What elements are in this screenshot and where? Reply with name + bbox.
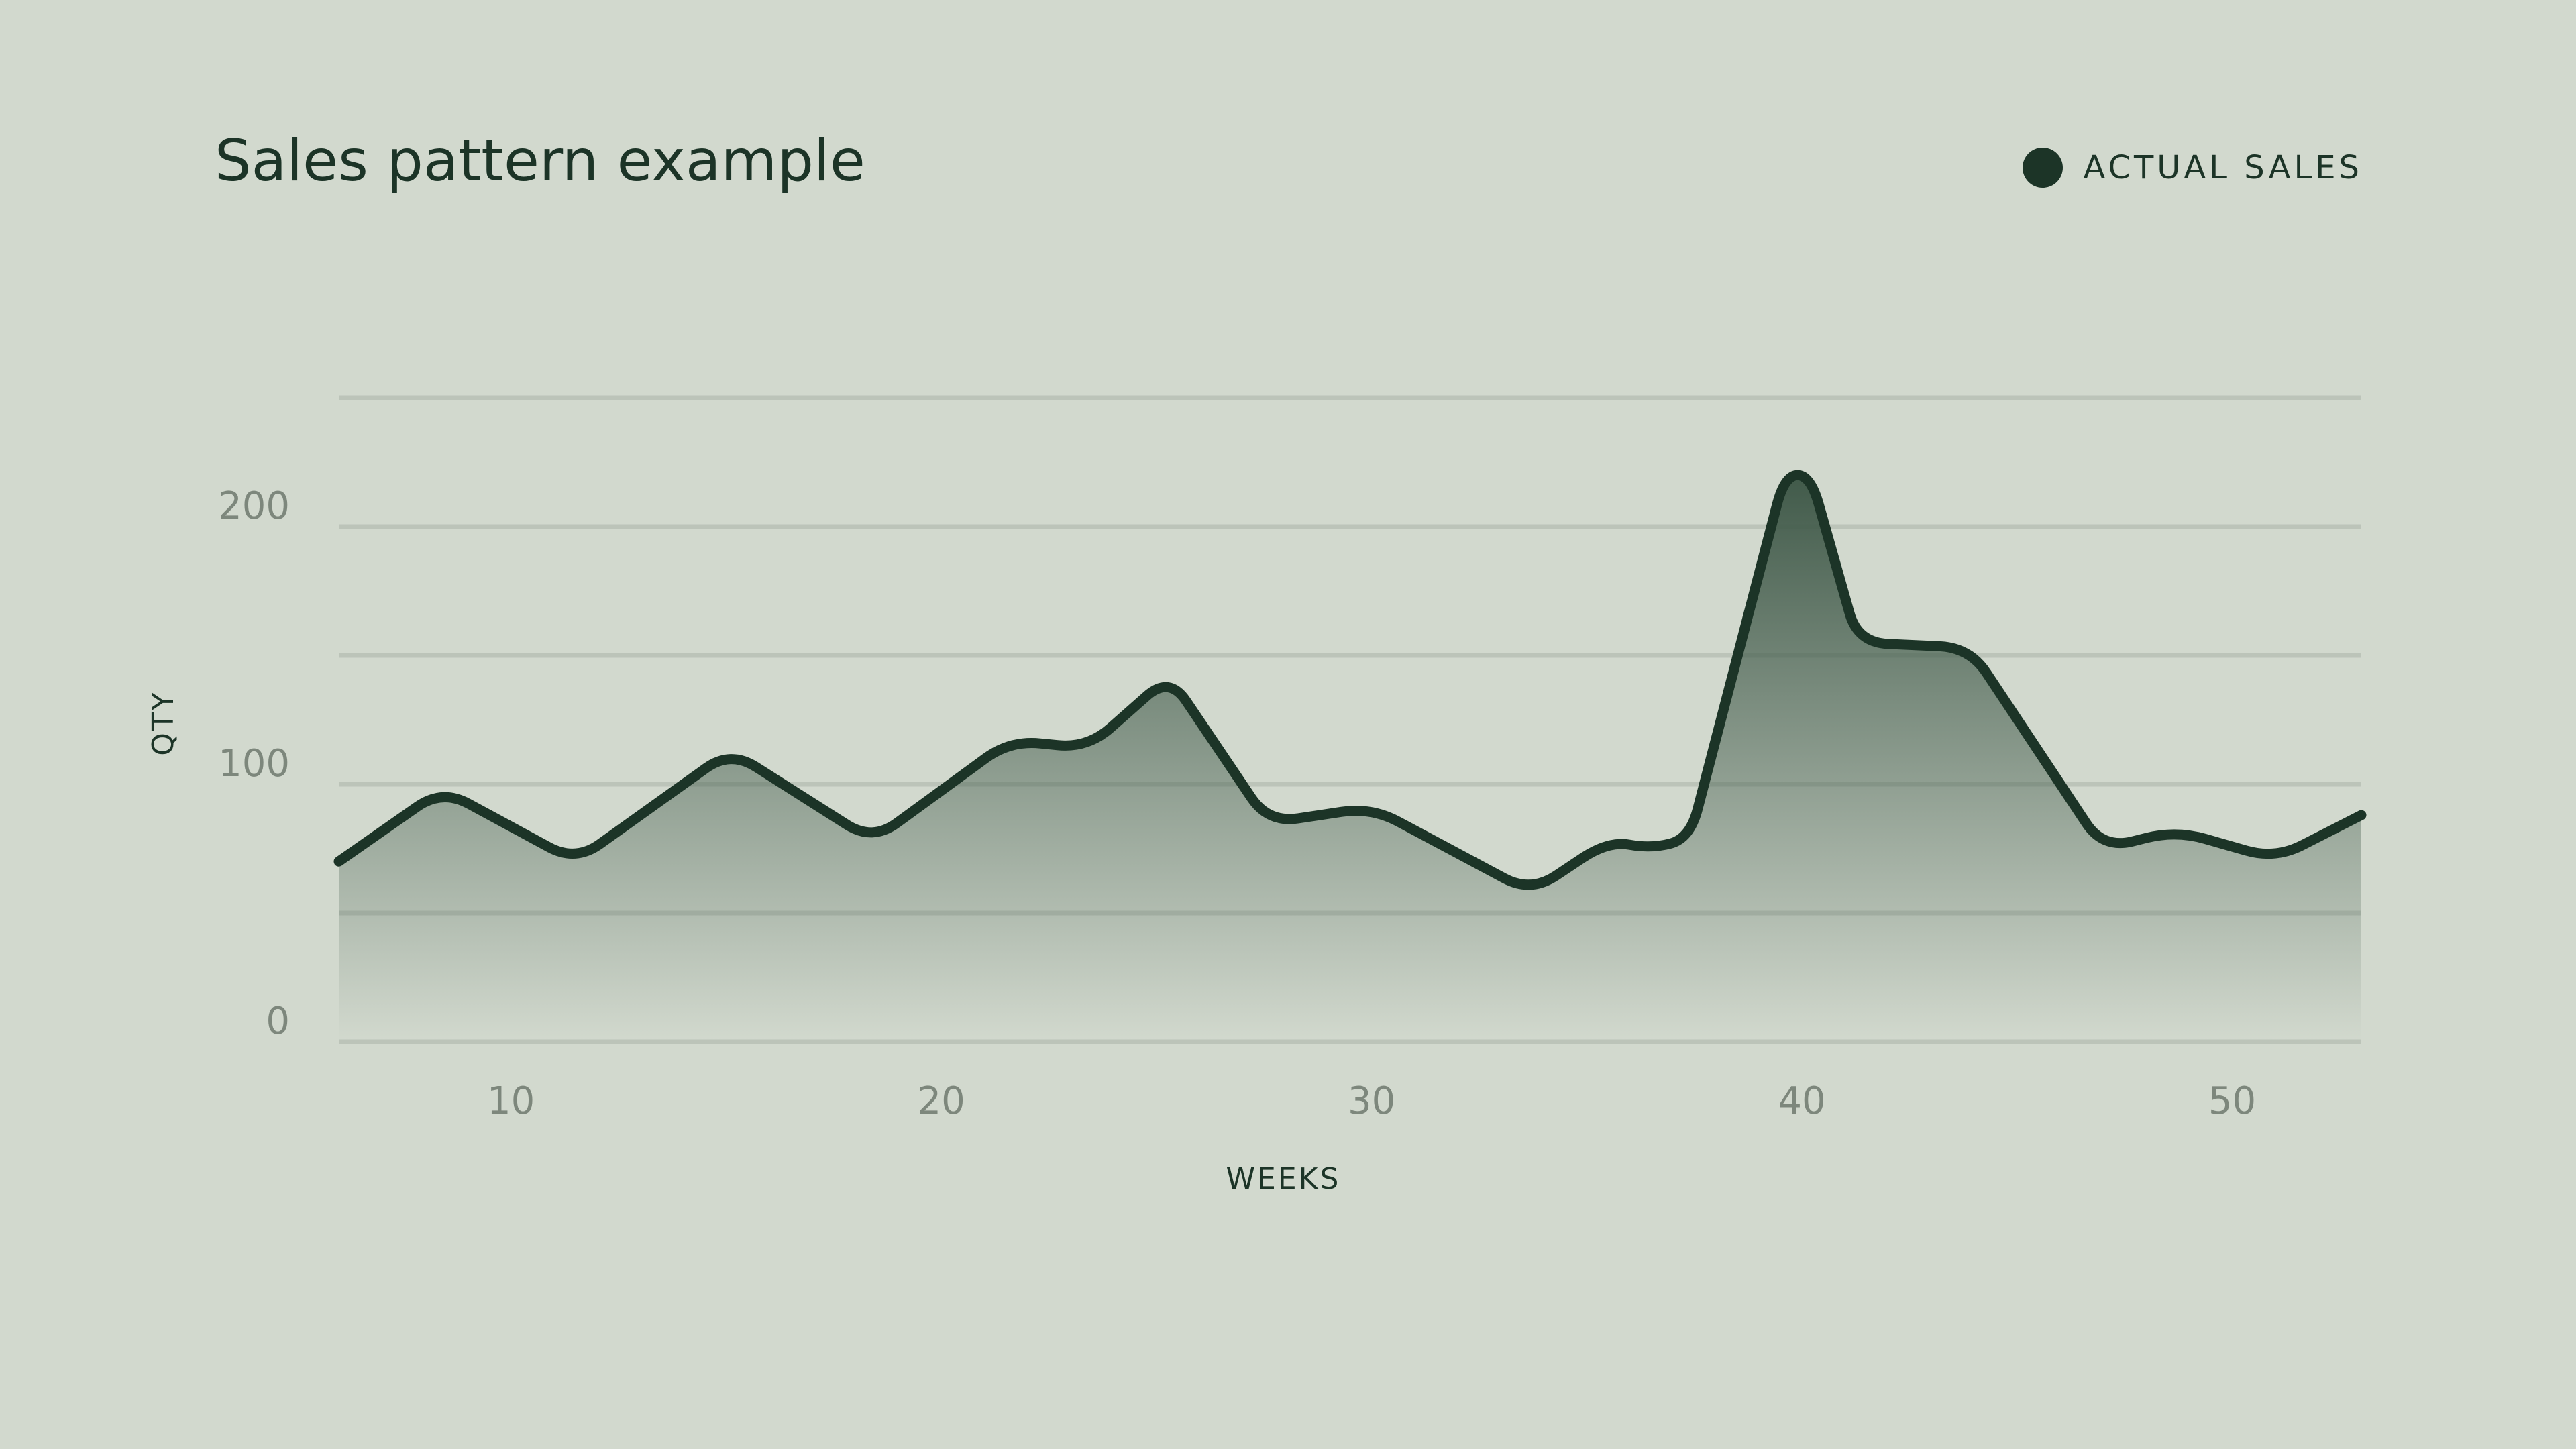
y-tick-label: 200	[218, 484, 290, 528]
legend-label: ACTUAL SALES	[2083, 149, 2363, 186]
data-point	[730, 750, 731, 751]
data-point	[575, 861, 576, 862]
data-point	[1087, 747, 1088, 749]
data-point	[1969, 647, 1970, 648]
x-axis: 10 20 30 40 50	[487, 1079, 2256, 1123]
legend: ACTUAL SALES	[2023, 148, 2363, 188]
y-axis-title: QTY	[146, 690, 180, 755]
data-point	[2102, 848, 2104, 849]
data-point	[1169, 676, 1170, 677]
series-line-layer	[333, 470, 2367, 893]
x-tick-label: 20	[917, 1079, 965, 1123]
data-point	[1530, 892, 1532, 893]
series-line	[333, 470, 2367, 890]
y-axis: 0 100 200	[218, 484, 290, 1043]
x-axis-title: WEEKS	[1226, 1162, 1341, 1196]
x-tick-label: 10	[487, 1079, 535, 1123]
series-area-layer	[339, 475, 2361, 1042]
data-point	[1268, 822, 1269, 824]
data-point	[1689, 838, 1690, 839]
data-point	[1010, 740, 1011, 741]
y-tick-label: 100	[218, 742, 290, 786]
legend-marker	[2023, 148, 2063, 188]
series-area	[339, 475, 2361, 1042]
data-point	[2176, 830, 2177, 831]
data-point	[1857, 642, 1858, 643]
data-point	[338, 861, 339, 862]
data-point	[871, 840, 873, 841]
data-point	[1371, 807, 1373, 808]
data-point	[2361, 814, 2362, 816]
chart-title: Sales pattern example	[215, 127, 865, 195]
x-tick-label: 50	[2208, 1079, 2256, 1123]
data-point	[1607, 840, 1609, 841]
x-tick-label: 40	[1778, 1079, 1825, 1123]
x-tick-label: 30	[1348, 1079, 1395, 1123]
data-point	[1784, 474, 1785, 476]
data-point	[1810, 474, 1811, 476]
y-tick-label: 0	[266, 1000, 290, 1043]
data-point	[1651, 848, 1652, 849]
data-point	[441, 789, 443, 790]
data-point	[2275, 858, 2276, 859]
